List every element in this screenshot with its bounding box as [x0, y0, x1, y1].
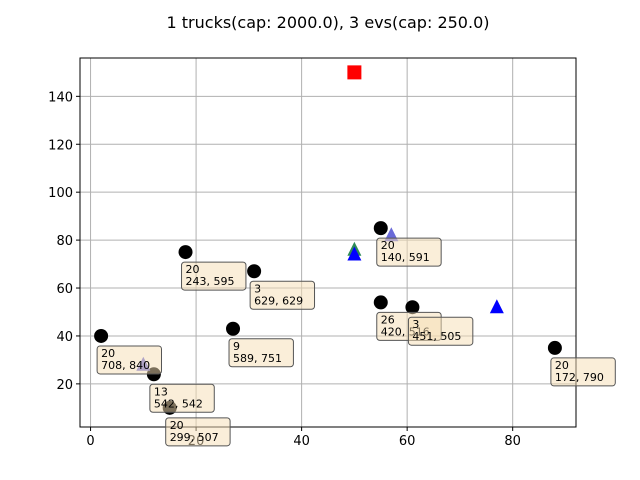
annotation-box [181, 261, 247, 291]
y-tick-label: 140 [48, 90, 73, 105]
annotation-label: 708, 840 [101, 359, 150, 372]
customer-point [373, 295, 388, 310]
customer-point [94, 328, 109, 343]
y-tick-label: 40 [56, 330, 73, 345]
annotation-label: 140, 591 [381, 251, 430, 264]
x-tick-label: 40 [293, 434, 310, 449]
plot-frame [79, 57, 577, 428]
chart-title: 1 trucks(cap: 2000.0), 3 evs(cap: 250.0) [167, 13, 490, 32]
x-tick-label: 80 [504, 434, 521, 449]
customer-point [547, 340, 562, 355]
annotation-label: 20 [186, 263, 200, 276]
y-tick-label: 20 [56, 378, 73, 393]
annotation-label: 299, 507 [170, 431, 219, 444]
annotation-label: 20 [555, 359, 569, 372]
depot-point [347, 65, 362, 80]
customer-point [226, 321, 241, 336]
annotation-box [407, 316, 474, 346]
annotation-label: 243, 595 [186, 275, 235, 288]
x-tick-label: 0 [86, 434, 94, 449]
station-point [489, 299, 504, 314]
annotation-label: 9 [233, 340, 240, 353]
customer-point [178, 245, 193, 260]
annotation-label: 3 [254, 282, 261, 295]
customer-point [373, 221, 388, 236]
annotation-label: 589, 751 [233, 352, 282, 365]
annotation-label: 542, 542 [154, 397, 203, 410]
annotation-box [376, 237, 442, 267]
y-tick-label: 80 [56, 234, 73, 249]
annotation-box [228, 338, 294, 368]
annotation-label: 451, 505 [412, 330, 461, 343]
axis-ticks: 0 20 40 60 80 20 40 60 80 100 120 140 [48, 90, 521, 449]
y-tick-label: 60 [56, 282, 73, 297]
annotation-box [550, 357, 616, 387]
annotation-label: 26 [381, 313, 395, 326]
y-tick-label: 100 [48, 186, 73, 201]
y-tick-label: 120 [48, 138, 73, 153]
customer-point [247, 264, 262, 279]
annotation-label: 20 [170, 419, 184, 432]
annotation-box [249, 280, 316, 310]
x-tick-label: 60 [399, 434, 416, 449]
annotation-label: 13 [154, 385, 168, 398]
annotation-box [149, 383, 215, 413]
annotation-label: 20 [101, 347, 115, 360]
annotation-box [96, 345, 163, 375]
annotation-label: 3 [412, 318, 419, 331]
customer-point [405, 300, 420, 315]
annotation-label: 172, 790 [555, 371, 604, 384]
annotation-label: 629, 629 [254, 294, 303, 307]
annotation-label: 20 [381, 239, 395, 252]
annotation-box [165, 417, 231, 447]
station-point [347, 246, 362, 261]
